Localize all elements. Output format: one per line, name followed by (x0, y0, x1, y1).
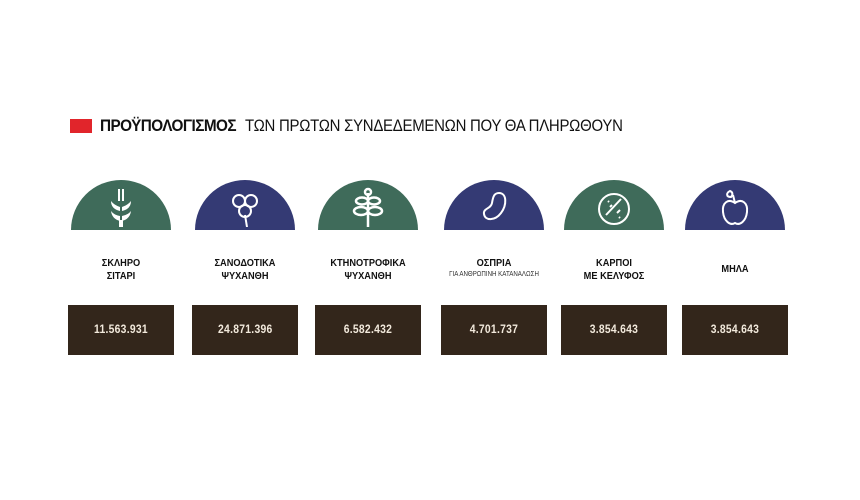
value-box: 11.563.931 (68, 305, 174, 355)
item-fodder: ΚΤΗΝΟΤΡΟΦΙΚΑ ΨΥΧΑΝΘΗ 6.582.432 (308, 180, 428, 355)
item-apples: ΜΗΛΑ 3.854.643 (675, 180, 795, 355)
item-legumes: ΟΣΠΡΙΑ ΓΙΑ ΑΝΘΡΩΠΙΝΗ ΚΑΤΑΝΑΛΩΣΗ 4.701.737 (434, 180, 554, 355)
clover-icon (195, 180, 295, 230)
item-label-line1: ΚΤΗΝΟΤΡΟΦΙΚΑ (330, 257, 406, 269)
value-box: 6.582.432 (315, 305, 421, 355)
item-label-line1: ΟΣΠΡΙΑ (476, 257, 512, 269)
item-label-line1: ΚΑΡΠΟΙ (596, 257, 632, 269)
item-label-line1: ΣΚΛΗΡΟ (101, 257, 141, 269)
item-value: 3.854.643 (710, 324, 760, 336)
item-value: 6.582.432 (343, 324, 393, 336)
item-value: 3.854.643 (589, 324, 639, 336)
wheat-icon (71, 180, 171, 230)
title-rest: ΤΩΝ ΠΡΩΤΩΝ ΣΥΝΔΕΔΕΜΕΝΩΝ ΠΟΥ ΘΑ ΠΛΗΡΩΘΟΥΝ (245, 116, 623, 135)
value-box: 3.854.643 (682, 305, 788, 355)
item-label-line1: ΜΗΛΑ (721, 263, 749, 275)
value-box: 3.854.643 (561, 305, 667, 355)
item-label-line2: ΨΥΧΑΝΘΗ (344, 270, 392, 282)
item-label-line2: ΣΙΤΑΡΙ (106, 270, 136, 282)
item-clover: ΣΑΝΟΔΟΤΙΚΑ ΨΥΧΑΝΘΗ 24.871.396 (185, 180, 305, 355)
item-value: 11.563.931 (94, 324, 148, 336)
item-value: 24.871.396 (217, 324, 273, 336)
nut-icon (564, 180, 664, 230)
item-nuts: ΚΑΡΠΟΙ ΜΕ ΚΕΛΥΦΟΣ 3.854.643 (554, 180, 674, 355)
red-square-marker (70, 119, 92, 133)
item-wheat: ΣΚΛΗΡΟ ΣΙΤΑΡΙ 11.563.931 (61, 180, 181, 355)
item-label-line2: ΜΕ ΚΕΛΥΦΟΣ (583, 270, 645, 282)
item-label-line2: ΨΥΧΑΝΘΗ (221, 270, 269, 282)
title-bold: ΠΡΟΫΠΟΛΟΓΙΣΜΟΣ (100, 116, 237, 135)
infographic-title: ΠΡΟΫΠΟΛΟΓΙΣΜΟΣ ΤΩΝ ΠΡΩΤΩΝ ΣΥΝΔΕΔΕΜΕΝΩΝ Π… (70, 116, 674, 136)
item-value: 4.701.737 (469, 324, 519, 336)
apple-icon (685, 180, 785, 230)
leaf-sprig-icon (318, 180, 418, 230)
value-box: 24.871.396 (192, 305, 298, 355)
value-box: 4.701.737 (441, 305, 547, 355)
item-label-line1: ΣΑΝΟΔΟΤΙΚΑ (214, 257, 276, 269)
item-sublabel: ΓΙΑ ΑΝΘΡΩΠΙΝΗ ΚΑΤΑΝΑΛΩΣΗ (449, 271, 539, 278)
bean-icon (444, 180, 544, 230)
